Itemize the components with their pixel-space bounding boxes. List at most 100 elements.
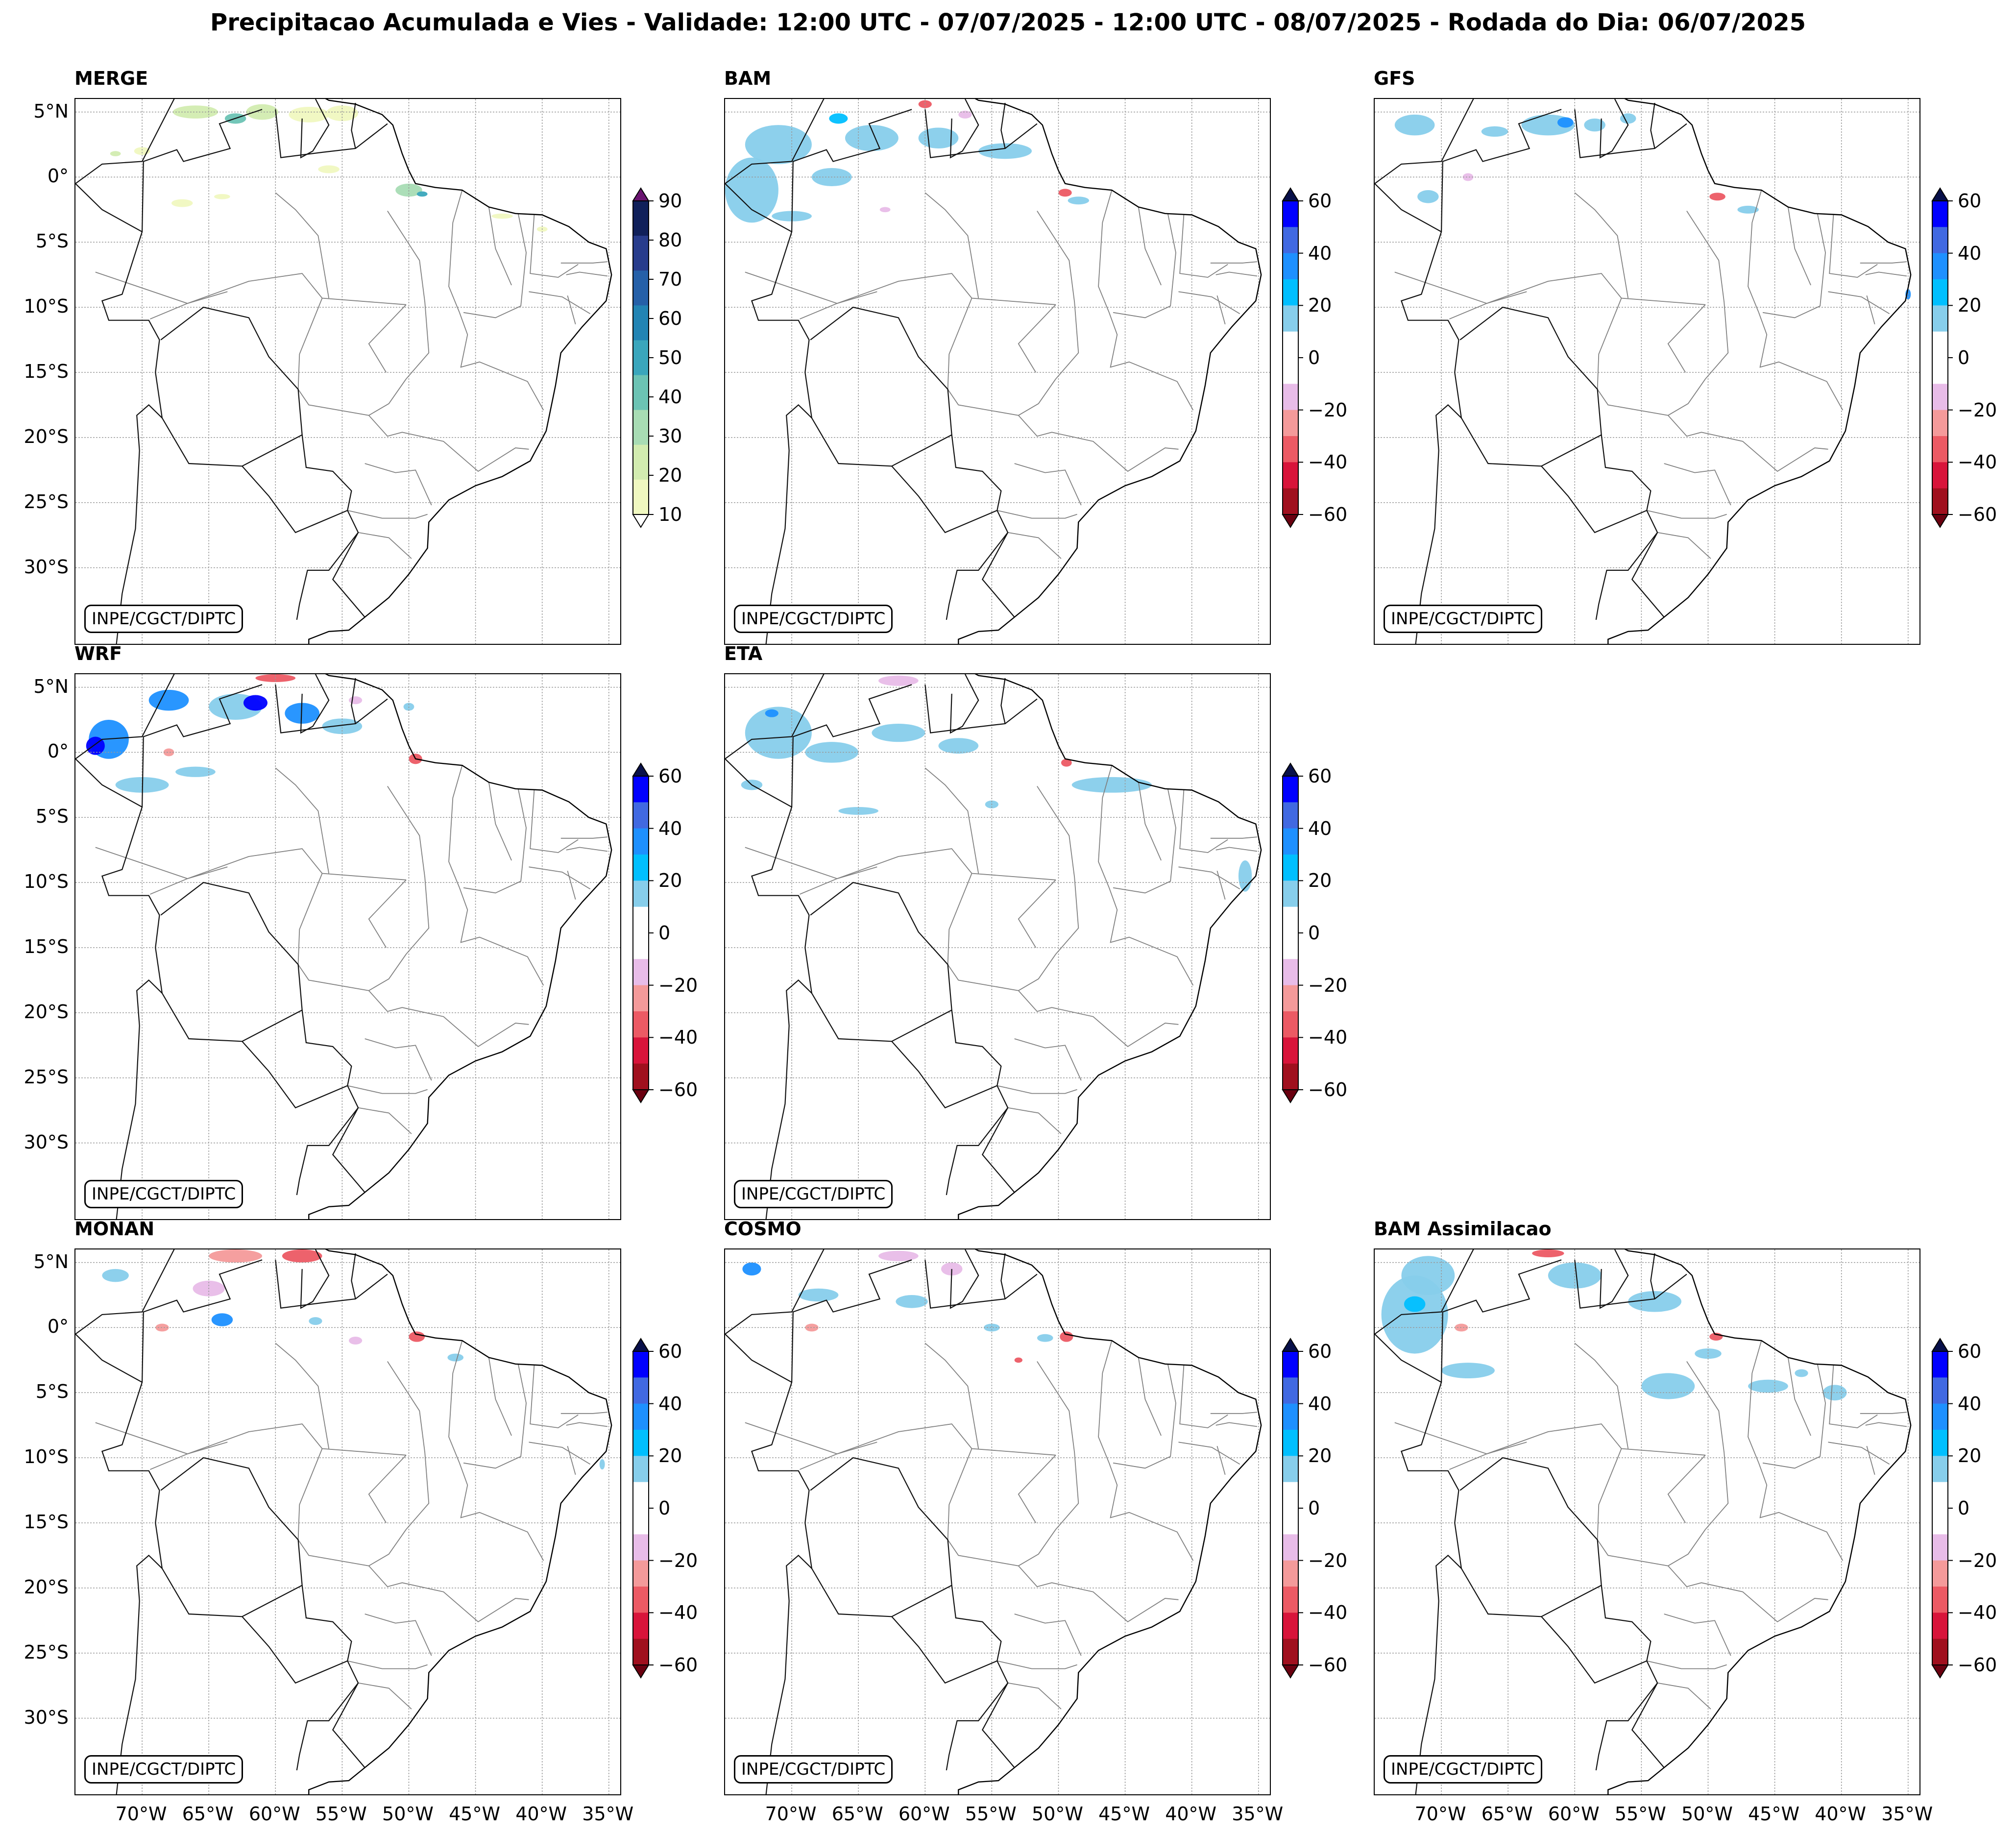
state-border bbox=[530, 790, 579, 853]
colorbar-tick-label: −20 bbox=[1308, 974, 1348, 996]
country-border bbox=[332, 532, 365, 618]
colorbar-segment bbox=[633, 375, 649, 411]
precip-region bbox=[1058, 189, 1072, 197]
country-border bbox=[296, 1661, 359, 1771]
colorbar-segment bbox=[1932, 331, 1948, 358]
colorbar-tick-label: −20 bbox=[658, 1549, 698, 1571]
country-border bbox=[791, 684, 912, 807]
precip-region bbox=[984, 1323, 1000, 1332]
colorbar-segment bbox=[1283, 855, 1298, 881]
colorbar-segment bbox=[1932, 358, 1948, 384]
colorbar-segment bbox=[633, 906, 649, 933]
state-border bbox=[1667, 304, 1706, 373]
state-border bbox=[567, 870, 576, 900]
colorbar-tick-label: 0 bbox=[1308, 347, 1320, 368]
colorbar-tick-label: −40 bbox=[1308, 451, 1348, 473]
precip-region bbox=[110, 151, 121, 156]
state-border bbox=[275, 1343, 330, 1449]
colorbar-segment bbox=[1932, 1587, 1948, 1613]
lon-tick-label: 40°W bbox=[1165, 1803, 1217, 1825]
state-border bbox=[1018, 880, 1056, 948]
state-border bbox=[95, 847, 407, 880]
colorbar-scale bbox=[632, 1338, 654, 1679]
country-border bbox=[1574, 109, 1687, 158]
colorbar-segment bbox=[1283, 1430, 1298, 1456]
lat-tick-label: 25°S bbox=[24, 1066, 69, 1088]
state-border bbox=[1138, 207, 1162, 286]
country-border bbox=[946, 1661, 1009, 1771]
state-border bbox=[1138, 782, 1162, 861]
colorbar-scale bbox=[1282, 187, 1303, 528]
colorbar-segment bbox=[1932, 227, 1948, 254]
colorbar-segment bbox=[633, 959, 649, 986]
country-border bbox=[1000, 1253, 1006, 1299]
state-border bbox=[1667, 1529, 1828, 1623]
colorbar-segment bbox=[1283, 1482, 1298, 1509]
colorbar-tick-label: 50 bbox=[658, 347, 682, 368]
coastline bbox=[308, 674, 612, 1219]
lon-tick-label: 50°W bbox=[382, 1803, 434, 1825]
lat-tick-label: 25°S bbox=[24, 490, 69, 513]
precip-region bbox=[171, 199, 193, 207]
colorbar-segment bbox=[633, 1011, 649, 1038]
colorbar-segment bbox=[633, 1482, 649, 1509]
state-border bbox=[1178, 1442, 1240, 1465]
colorbar-segment bbox=[1283, 1063, 1298, 1090]
state-border bbox=[1179, 790, 1228, 853]
colorbar-segment bbox=[633, 479, 649, 515]
state-border bbox=[358, 532, 412, 559]
country-border bbox=[725, 99, 825, 184]
lon-tick-label: 50°W bbox=[1681, 1803, 1733, 1825]
country-border bbox=[1595, 510, 1658, 620]
state-border bbox=[1210, 1412, 1258, 1414]
precip-region bbox=[1037, 1334, 1053, 1342]
state-border bbox=[1138, 1357, 1162, 1436]
precip-region bbox=[243, 695, 267, 711]
state-border bbox=[529, 866, 591, 890]
state-border bbox=[1018, 954, 1179, 1048]
colorbar-wrf: 60 40 20 0 −20 −40 −60 bbox=[632, 761, 774, 1104]
colorbar-segment bbox=[633, 1560, 649, 1587]
state-border bbox=[1098, 765, 1113, 888]
colorbar-segment bbox=[1932, 384, 1948, 411]
colorbar-segment bbox=[1283, 1560, 1298, 1587]
colorbar-tick-label: 60 bbox=[1308, 190, 1332, 212]
state-border bbox=[947, 964, 1019, 991]
state-border bbox=[387, 211, 430, 379]
country-border bbox=[1375, 1249, 1474, 1335]
colorbar-tick-label: 0 bbox=[1958, 1497, 1970, 1519]
state-border bbox=[566, 1422, 608, 1427]
lon-tick-label: 55°W bbox=[1614, 1803, 1666, 1825]
country-border bbox=[946, 1085, 1009, 1196]
colorbar-tick-label: 60 bbox=[658, 1341, 682, 1362]
map-panel-cosmo: INPE/CGCT/DIPTC bbox=[724, 1248, 1271, 1795]
colorbar-tick-label: 90 bbox=[658, 190, 682, 212]
precip-region bbox=[1068, 196, 1090, 205]
state-border bbox=[463, 213, 527, 318]
precip-region bbox=[1060, 1331, 1073, 1342]
lon-tick-label: 55°W bbox=[965, 1803, 1017, 1825]
colorbar-segment bbox=[633, 1534, 649, 1561]
precip-region bbox=[1381, 1275, 1448, 1354]
precip-region bbox=[829, 113, 848, 124]
colorbar-segment bbox=[1283, 1377, 1298, 1404]
colorbar-tick-label: −60 bbox=[1958, 1654, 1997, 1676]
state-border bbox=[347, 1660, 428, 1669]
precip-region bbox=[211, 1313, 233, 1326]
colorbar-segment bbox=[1283, 384, 1298, 411]
country-border bbox=[1595, 1661, 1658, 1771]
country-border bbox=[275, 685, 388, 734]
country-border bbox=[1541, 435, 1652, 534]
state-border bbox=[1647, 1660, 1727, 1669]
state-border bbox=[297, 873, 323, 965]
colorbar-extend-max bbox=[632, 1338, 650, 1352]
colorbar-segment bbox=[1932, 436, 1948, 463]
precip-region bbox=[1748, 1379, 1788, 1393]
credit-badge: INPE/CGCT/DIPTC bbox=[734, 1755, 893, 1784]
state-border bbox=[1037, 786, 1079, 954]
precip-region bbox=[938, 738, 979, 754]
state-border bbox=[1109, 887, 1194, 986]
country-border bbox=[242, 435, 352, 534]
precip-region bbox=[1481, 126, 1508, 137]
state-border bbox=[530, 215, 579, 278]
